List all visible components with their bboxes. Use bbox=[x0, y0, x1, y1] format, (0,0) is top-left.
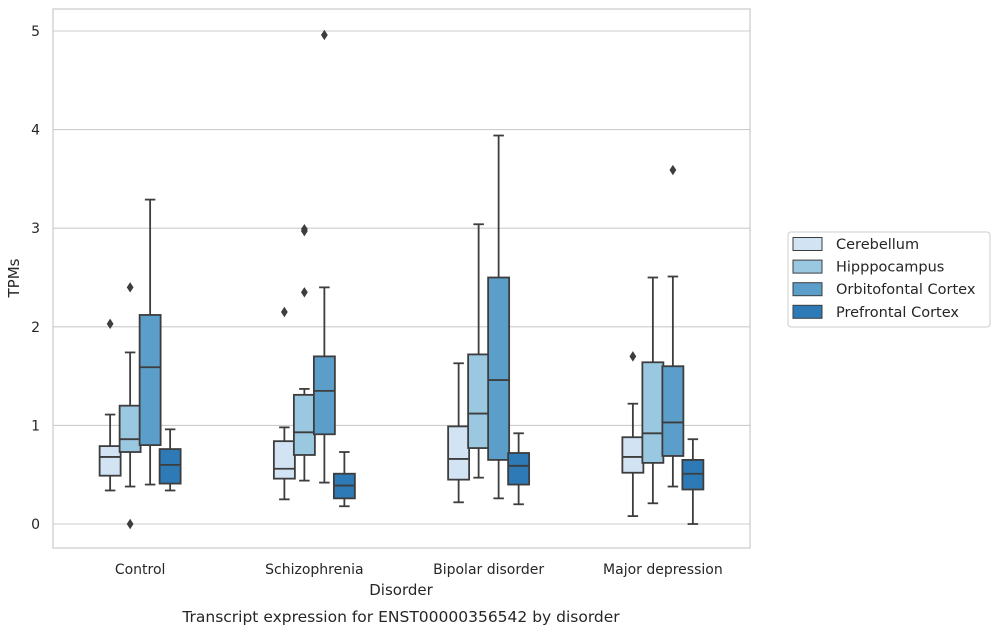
legend-swatch bbox=[792, 237, 823, 251]
box bbox=[158, 428, 182, 492]
box bbox=[681, 438, 705, 525]
outlier-point bbox=[629, 351, 637, 362]
box-body bbox=[621, 436, 645, 474]
legend-label: Orbitofontal Cortex bbox=[836, 282, 976, 298]
x-tick-label: Schizophrenia bbox=[265, 562, 363, 578]
box bbox=[661, 164, 685, 488]
box bbox=[98, 318, 122, 492]
box bbox=[487, 134, 511, 500]
box-body bbox=[272, 440, 296, 480]
x-tick-label: Control bbox=[115, 562, 166, 578]
legend-label: Cerebellum bbox=[836, 237, 919, 253]
y-tick-label: 4 bbox=[31, 123, 40, 139]
outlier-point bbox=[126, 518, 134, 530]
outlier-point bbox=[300, 223, 308, 235]
box-body bbox=[661, 365, 685, 457]
y-tick-label: 0 bbox=[31, 517, 40, 533]
box bbox=[507, 432, 531, 506]
legend: Cerebellum Hipppocampus Orbitofontal Corte… bbox=[787, 231, 991, 328]
x-tick-label: Major depression bbox=[603, 562, 723, 578]
box bbox=[272, 306, 296, 501]
outlier-point bbox=[300, 287, 308, 298]
y-tick-labels: 0 1 2 3 4 5 bbox=[31, 24, 40, 533]
box-body bbox=[312, 355, 336, 436]
legend-frame bbox=[787, 231, 991, 328]
x-tick-labels: Control Schizophrenia Bipolar disorder Majo… bbox=[115, 562, 723, 578]
box-body bbox=[118, 404, 142, 453]
y-tick-label: 3 bbox=[31, 221, 40, 237]
y-tick-label: 1 bbox=[31, 418, 40, 434]
box bbox=[641, 276, 665, 505]
box bbox=[312, 29, 336, 484]
box-body bbox=[507, 452, 531, 486]
box bbox=[447, 362, 471, 504]
outlier-point bbox=[126, 282, 134, 293]
legend-label: Prefrontal Cortex bbox=[836, 305, 959, 321]
box-body bbox=[467, 353, 491, 449]
y-tick-label: 2 bbox=[31, 320, 40, 336]
legend-swatch bbox=[792, 282, 823, 297]
legend-swatch bbox=[792, 304, 823, 319]
box-body bbox=[641, 361, 665, 464]
plot-area bbox=[52, 8, 751, 549]
box-groups bbox=[98, 29, 705, 530]
y-axis-label: TPMs bbox=[5, 258, 23, 298]
x-tick-label: Bipolar disorder bbox=[433, 562, 544, 578]
box bbox=[621, 351, 645, 518]
outlier-point bbox=[106, 318, 114, 330]
box-body bbox=[158, 448, 182, 485]
legend-label: Hipppocampus bbox=[836, 260, 944, 276]
outlier-point bbox=[669, 164, 677, 176]
chart-caption: Transcript expression for ENST0000035654… bbox=[181, 608, 620, 626]
box-body bbox=[447, 425, 471, 481]
box-body bbox=[138, 314, 162, 447]
box-body bbox=[98, 445, 122, 477]
box-body bbox=[681, 459, 705, 491]
legend-swatch bbox=[792, 259, 823, 274]
box-body bbox=[487, 276, 511, 461]
gridlines bbox=[53, 30, 750, 525]
y-tick-label: 5 bbox=[31, 24, 40, 40]
box bbox=[138, 198, 162, 486]
outlier-point bbox=[280, 306, 288, 318]
x-axis-label: Disorder bbox=[369, 581, 433, 599]
box-body bbox=[292, 393, 316, 456]
box bbox=[332, 451, 356, 508]
outlier-point bbox=[320, 29, 328, 41]
